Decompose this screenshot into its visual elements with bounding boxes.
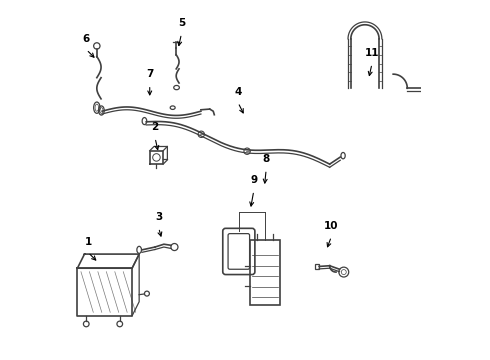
Text: 10: 10	[324, 221, 339, 231]
Text: 6: 6	[83, 34, 90, 44]
Text: 1: 1	[84, 237, 92, 247]
Text: 3: 3	[155, 212, 162, 222]
Text: 5: 5	[178, 18, 185, 28]
Text: 8: 8	[263, 154, 270, 164]
Bar	[315, 264, 319, 269]
Text: 9: 9	[250, 175, 257, 185]
Text: 11: 11	[365, 48, 379, 58]
Bar	[250, 240, 280, 305]
Text: 4: 4	[234, 87, 242, 97]
Text: 2: 2	[151, 122, 159, 132]
Text: 7: 7	[146, 69, 153, 80]
